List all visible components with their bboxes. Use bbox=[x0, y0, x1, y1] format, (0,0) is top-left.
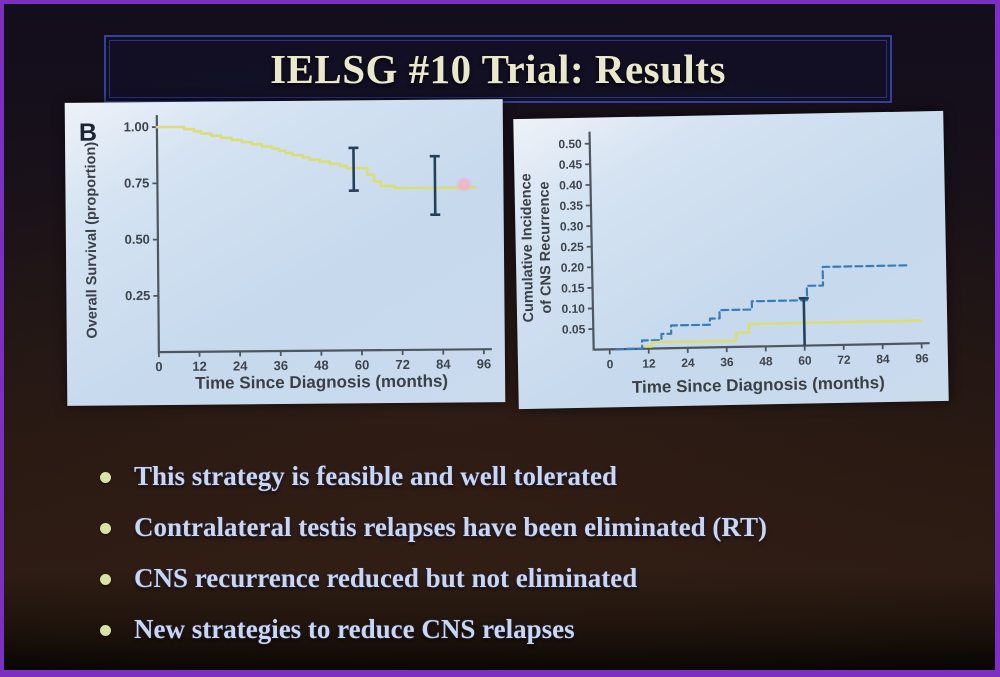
laser-pointer-dot bbox=[456, 178, 472, 191]
svg-text:0.45: 0.45 bbox=[559, 157, 583, 171]
bullet-text: New strategies to reduce CNS relapses bbox=[134, 614, 575, 644]
svg-text:60: 60 bbox=[355, 357, 370, 372]
bullet-text: CNS recurrence reduced but not eliminate… bbox=[134, 563, 638, 593]
svg-text:0.50: 0.50 bbox=[558, 137, 582, 151]
os-chart-panel: 0 12 24 36 48 60 72 84 96 1.00 0.75 0.50 0.25 Time Si… bbox=[64, 99, 506, 406]
svg-text:0.40: 0.40 bbox=[559, 178, 583, 192]
svg-text:B: B bbox=[79, 119, 97, 147]
svg-text:0.20: 0.20 bbox=[561, 260, 585, 274]
svg-text:24: 24 bbox=[681, 356, 695, 370]
svg-text:60: 60 bbox=[798, 353, 812, 367]
slide: IELSG #10 Trial: Results 0 12 24 36 48 60 72 84… bbox=[4, 4, 995, 670]
svg-text:84: 84 bbox=[876, 352, 890, 366]
svg-text:of CNS Recurrence: of CNS Recurrence bbox=[536, 181, 555, 313]
svg-text:Cumulative Incidence: Cumulative Incidence bbox=[518, 173, 537, 322]
svg-text:Overall Survival (proportion): Overall Survival (proportion) bbox=[83, 142, 101, 339]
svg-text:0: 0 bbox=[155, 359, 162, 374]
page-title: IELSG #10 Trial: Results bbox=[270, 46, 726, 92]
svg-text:96: 96 bbox=[915, 351, 929, 365]
svg-text:Time Since Diagnosis (months): Time Since Diagnosis (months) bbox=[632, 373, 885, 397]
cns-chart-panel: 0 12 24 36 48 60 72 84 96 0.50 0.45 0.40 0.35 0.30 0.2… bbox=[513, 110, 949, 410]
bullet-item: New strategies to reduce CNS relapses bbox=[100, 613, 960, 647]
svg-text:Time Since Diagnosis (months): Time Since Diagnosis (months) bbox=[195, 372, 448, 393]
svg-text:0: 0 bbox=[607, 357, 614, 371]
cns-incidence-chart: 0 12 24 36 48 60 72 84 96 0.50 0.45 0.40 0.35 0.30 0.2… bbox=[518, 131, 930, 397]
bullet-icon bbox=[100, 625, 111, 636]
svg-text:0.05: 0.05 bbox=[562, 322, 586, 336]
svg-text:1.00: 1.00 bbox=[124, 119, 149, 134]
bullet-item: Contralateral testis relapses have been … bbox=[100, 511, 960, 545]
svg-text:0.30: 0.30 bbox=[560, 219, 584, 233]
bullet-item: CNS recurrence reduced but not eliminate… bbox=[100, 562, 960, 596]
svg-text:36: 36 bbox=[274, 358, 289, 373]
svg-text:0.10: 0.10 bbox=[561, 302, 585, 316]
svg-text:0.15: 0.15 bbox=[561, 281, 585, 295]
svg-text:0.25: 0.25 bbox=[125, 288, 150, 303]
svg-text:0.75: 0.75 bbox=[124, 175, 149, 190]
overall-survival-chart: 0 12 24 36 48 60 72 84 96 1.00 0.75 0.50 0.25 Time Si… bbox=[79, 115, 492, 393]
svg-text:36: 36 bbox=[720, 355, 734, 369]
svg-text:48: 48 bbox=[759, 354, 773, 368]
bullet-icon bbox=[100, 523, 111, 534]
svg-text:12: 12 bbox=[642, 356, 656, 370]
svg-text:72: 72 bbox=[395, 357, 410, 372]
bullet-text: Contralateral testis relapses have been … bbox=[134, 512, 767, 542]
svg-text:48: 48 bbox=[314, 358, 329, 373]
svg-text:0.35: 0.35 bbox=[559, 199, 583, 213]
bullet-list: This strategy is feasible and well toler… bbox=[100, 460, 960, 664]
bullet-item: This strategy is feasible and well toler… bbox=[100, 460, 960, 494]
title-box: IELSG #10 Trial: Results bbox=[104, 35, 892, 103]
svg-text:72: 72 bbox=[837, 353, 851, 367]
svg-text:96: 96 bbox=[477, 356, 492, 371]
svg-text:0.50: 0.50 bbox=[125, 232, 150, 247]
svg-text:84: 84 bbox=[436, 357, 451, 372]
svg-text:0.25: 0.25 bbox=[560, 240, 584, 254]
bullet-icon bbox=[100, 472, 111, 483]
bullet-icon bbox=[100, 574, 111, 585]
svg-text:12: 12 bbox=[192, 359, 207, 374]
bullet-text: This strategy is feasible and well toler… bbox=[134, 461, 617, 491]
svg-text:24: 24 bbox=[233, 358, 248, 373]
